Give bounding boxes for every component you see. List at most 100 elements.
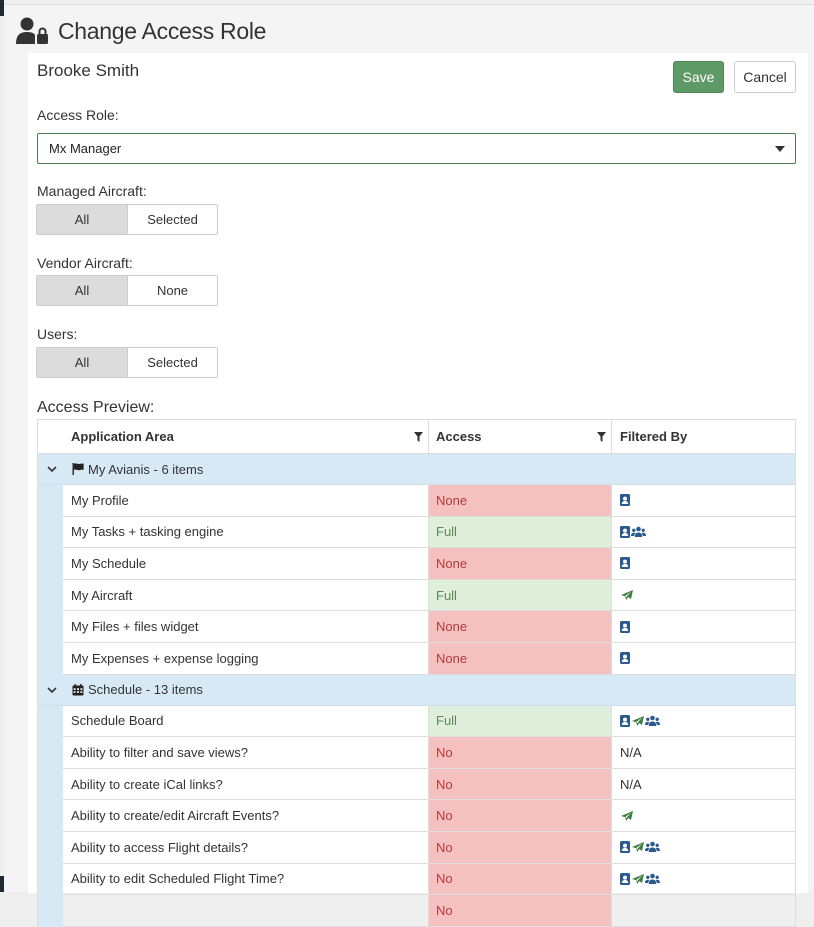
access-role-value: Mx Manager — [49, 141, 122, 156]
cell-application-area: My Tasks + tasking engine — [63, 516, 429, 549]
table-row: My Profile None — [38, 485, 795, 517]
airplane-icon — [631, 873, 645, 885]
filter-icon[interactable] — [597, 432, 606, 442]
vendor-aircraft-label: Vendor Aircraft: — [37, 255, 133, 271]
managed-aircraft-toggle: All Selected — [36, 204, 218, 235]
table-row: Schedule Board Full — [38, 705, 795, 738]
managed-aircraft-label: Managed Aircraft: — [37, 183, 147, 199]
cell-filtered-by — [612, 832, 795, 864]
cell-access: None — [429, 611, 612, 643]
form-panel: Brooke Smith Save Cancel Access Role: Mx… — [28, 53, 808, 927]
cell-application-area — [63, 895, 429, 927]
user-badge-icon — [620, 557, 631, 570]
row-indent — [38, 548, 63, 580]
cell-access: Full — [429, 516, 612, 549]
save-button[interactable]: Save — [673, 61, 724, 93]
row-indent — [38, 768, 63, 801]
cell-filtered-by — [612, 548, 795, 580]
column-header-area[interactable]: Application Area — [38, 420, 429, 453]
column-header-area-label: Application Area — [71, 429, 174, 444]
flag-icon — [72, 463, 88, 475]
table-row: My Tasks + tasking engine Full — [38, 516, 795, 549]
user-badge-icon — [620, 714, 631, 727]
cell-access: No — [429, 863, 612, 896]
user-lock-icon — [16, 17, 48, 44]
table-row: My Files + files widget None — [38, 611, 795, 643]
row-indent — [38, 579, 63, 612]
cell-access: None — [429, 485, 612, 517]
cell-application-area: My Expenses + expense logging — [63, 642, 429, 675]
chevron-down-icon[interactable] — [46, 686, 58, 694]
cell-filtered-by — [612, 580, 795, 612]
window-edge — [0, 876, 4, 892]
cell-application-area: Ability to create iCal links? — [63, 768, 429, 801]
group-title: My Avianis - 6 items — [88, 461, 204, 477]
cell-access: Full — [429, 705, 612, 738]
caret-down-icon — [775, 146, 785, 152]
cell-access: No — [429, 768, 612, 801]
cell-filtered-by — [612, 706, 795, 738]
cell-access: None — [429, 548, 612, 580]
column-header-access-label: Access — [436, 429, 482, 444]
row-indent — [38, 895, 63, 927]
managed-aircraft-selected[interactable]: Selected — [127, 205, 217, 234]
cell-application-area: Ability to filter and save views? — [63, 737, 429, 769]
change-access-role-dialog: Change Access Role Brooke Smith Save Can… — [4, 4, 814, 927]
users-toggle: All Selected — [36, 347, 218, 378]
group-title: Schedule - 13 items — [88, 682, 203, 698]
cell-access: No — [429, 737, 612, 769]
group-row[interactable]: My Avianis - 6 items — [38, 454, 795, 485]
user-badge-icon — [620, 494, 631, 507]
cell-filtered-by — [612, 485, 795, 517]
cell-filtered-by — [612, 864, 795, 896]
chevron-down-icon[interactable] — [46, 465, 58, 473]
cell-access: Full — [429, 579, 612, 612]
table-row: Ability to create iCal links? No N/A — [38, 768, 795, 801]
row-indent — [38, 800, 63, 832]
user-badge-icon — [620, 620, 631, 633]
table-row: My Aircraft Full — [38, 579, 795, 612]
row-indent — [38, 831, 63, 864]
user-badge-icon — [620, 841, 631, 854]
managed-aircraft-all[interactable]: All — [37, 205, 127, 234]
filter-na-text: N/A — [620, 744, 642, 760]
row-indent — [38, 705, 63, 738]
users-selected[interactable]: Selected — [127, 348, 217, 377]
cell-filtered-by — [612, 895, 795, 927]
cell-filtered-by: N/A — [612, 769, 795, 801]
users-group-icon — [645, 841, 660, 853]
airplane-icon — [620, 589, 634, 601]
users-group-icon — [645, 715, 660, 727]
users-all[interactable]: All — [37, 348, 127, 377]
table-row: Ability to access Flight details? No — [38, 831, 795, 864]
row-indent — [38, 863, 63, 896]
column-header-filtered-by-label: Filtered By — [620, 429, 688, 444]
vendor-aircraft-none[interactable]: None — [127, 276, 217, 305]
cell-application-area: Schedule Board — [63, 705, 429, 738]
table-row: My Expenses + expense logging None — [38, 642, 795, 675]
cell-filtered-by: N/A — [612, 737, 795, 769]
airplane-icon — [620, 810, 634, 822]
access-preview-grid: Application Area Access Filtered By My A… — [37, 419, 796, 927]
row-indent — [38, 642, 63, 675]
access-role-label: Access Role: — [37, 107, 119, 123]
grid-header: Application Area Access Filtered By — [38, 420, 795, 454]
page-title: Change Access Role — [58, 17, 267, 44]
cancel-button[interactable]: Cancel — [734, 61, 796, 93]
table-row: Ability to edit Scheduled Flight Time? No — [38, 863, 795, 896]
cell-application-area: My Schedule — [63, 548, 429, 580]
cell-access: No — [429, 831, 612, 864]
window-edge — [0, 0, 4, 16]
cell-access: No — [429, 800, 612, 832]
cell-application-area: Ability to access Flight details? — [63, 831, 429, 864]
filter-icon[interactable] — [414, 432, 423, 442]
row-indent — [38, 611, 63, 643]
airplane-icon — [631, 715, 645, 727]
vendor-aircraft-all[interactable]: All — [37, 276, 127, 305]
column-header-access[interactable]: Access — [429, 420, 612, 453]
cell-access: None — [429, 642, 612, 675]
cell-filtered-by — [612, 643, 795, 675]
access-preview-label: Access Preview: — [37, 399, 155, 416]
access-role-select[interactable]: Mx Manager — [37, 133, 796, 164]
group-row[interactable]: Schedule - 13 items — [38, 674, 795, 706]
